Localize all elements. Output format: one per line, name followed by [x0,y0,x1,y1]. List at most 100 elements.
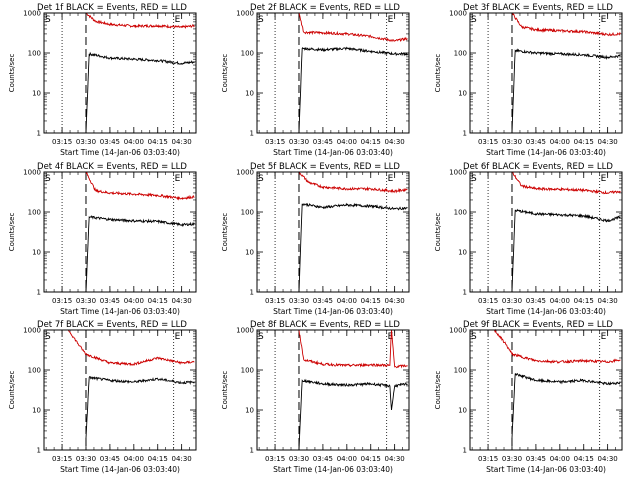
y-tick-label: 10 [32,407,41,415]
end-marker-label: E [601,15,607,25]
x-tick-label: 03:15 [478,138,498,146]
plot-frame [43,171,197,293]
x-tick-label: 04:30 [598,455,618,463]
chart-panel-7: Det 7f BLACK = Events, RED = LLD Counts/s… [8,320,197,474]
y-axis-label: Counts/sec [8,213,16,252]
x-tick-label: 04:30 [598,138,618,146]
x-tick-label: 04:15 [148,297,168,305]
chart-title: Det 9f BLACK = Events, RED = LLD [463,320,613,330]
x-tick-label: 04:00 [550,138,570,146]
chart-panel-3: Det 3f BLACK = Events, RED = LLD Counts/s… [434,3,623,157]
y-axis-label: Counts/sec [434,371,442,410]
end-marker-label: E [388,15,394,25]
series-line-red-lld [298,171,408,194]
chart-panel-1: Det 1f BLACK = Events, RED = LLD Counts/s… [8,3,197,157]
y-tick-label: 1 [463,130,467,138]
y-tick-label: 10 [458,407,467,415]
y-tick-label: 1000 [23,327,41,335]
x-tick-label: 03:30 [502,297,522,305]
x-tick-label: 03:45 [526,138,546,146]
y-tick-label: 1000 [236,10,254,18]
chart-panel-5: Det 5f BLACK = Events, RED = LLD Counts/s… [221,162,410,316]
x-tick-label: 04:00 [550,455,570,463]
x-tick-label: 04:30 [172,297,192,305]
y-tick-label: 1 [250,289,254,297]
x-axis-label: Start Time (14-Jan-06 03:03:40) [273,148,393,157]
end-marker-label: E [601,174,607,184]
x-tick-label: 03:45 [526,455,546,463]
plot-frame [256,12,410,134]
start-marker-label: S [258,15,264,25]
chart-title: Det 6f BLACK = Events, RED = LLD [463,162,613,172]
series-line-red-lld [298,12,408,43]
x-tick-label: 04:15 [574,138,594,146]
y-tick-label: 1 [37,289,41,297]
x-tick-label: 03:45 [100,297,120,305]
x-tick-label: 03:15 [52,297,72,305]
start-marker-label: S [45,332,51,342]
y-tick-label: 1000 [23,10,41,18]
plot-frame [256,329,410,451]
x-tick-label: 04:30 [385,138,405,146]
y-tick-label: 1000 [449,10,467,18]
plot-frame [469,12,623,134]
end-marker-label: E [175,15,181,25]
chart-title: Det 2f BLACK = Events, RED = LLD [250,3,400,13]
x-tick-label: 03:15 [478,297,498,305]
series-line-black-events [85,51,195,134]
y-tick-label: 10 [245,249,254,257]
end-marker-label: E [601,332,607,342]
y-axis-label: Counts/sec [434,213,442,252]
chart-panel-6: Det 6f BLACK = Events, RED = LLD Counts/s… [434,162,623,316]
x-tick-label: 03:15 [52,138,72,146]
chart-panel-8: Det 8f BLACK = Events, RED = LLD Counts/s… [221,320,410,474]
x-tick-label: 03:15 [265,297,285,305]
y-axis-label: Counts/sec [221,54,229,93]
y-tick-label: 100 [241,209,254,217]
x-tick-label: 03:45 [313,455,333,463]
x-tick-label: 03:30 [76,297,96,305]
x-tick-label: 03:45 [100,455,120,463]
x-tick-label: 03:30 [289,297,309,305]
x-tick-label: 04:30 [385,455,405,463]
x-tick-label: 03:15 [265,455,285,463]
y-tick-label: 1 [250,130,254,138]
start-marker-label: S [471,15,477,25]
series-line-black-events [511,48,621,134]
y-tick-label: 100 [28,209,41,217]
x-axis-label: Start Time (14-Jan-06 03:03:40) [486,307,606,316]
x-tick-label: 04:00 [550,297,570,305]
series-line-red-lld [511,171,621,195]
x-axis-label: Start Time (14-Jan-06 03:03:40) [60,465,180,474]
chart-title: Det 4f BLACK = Events, RED = LLD [37,162,187,172]
y-tick-label: 10 [458,249,467,257]
x-tick-label: 04:15 [574,297,594,305]
start-marker-label: S [258,174,264,184]
x-axis-label: Start Time (14-Jan-06 03:03:40) [273,307,393,316]
chart-panel-2: Det 2f BLACK = Events, RED = LLD Counts/s… [221,3,410,157]
x-tick-label: 03:15 [478,455,498,463]
y-tick-label: 100 [241,50,254,58]
series-line-red-lld [85,171,195,201]
y-tick-label: 100 [28,367,41,375]
x-tick-label: 04:00 [337,455,357,463]
y-axis-label: Counts/sec [221,371,229,410]
series-line-red-lld [67,329,195,367]
series-line-red-lld [511,12,621,37]
x-tick-label: 03:30 [289,138,309,146]
start-marker-label: S [45,174,51,184]
x-tick-label: 04:15 [574,455,594,463]
x-tick-label: 03:15 [265,138,285,146]
y-tick-label: 1 [250,447,254,455]
x-tick-label: 03:45 [313,297,333,305]
x-tick-label: 04:00 [124,297,144,305]
series-line-black-events [511,208,621,293]
y-tick-label: 1 [37,130,41,138]
x-tick-label: 03:30 [289,455,309,463]
x-tick-label: 04:15 [148,455,168,463]
chart-title: Det 8f BLACK = Events, RED = LLD [250,320,400,330]
y-axis-label: Counts/sec [221,213,229,252]
y-tick-label: 10 [245,407,254,415]
y-tick-label: 1 [463,289,467,297]
